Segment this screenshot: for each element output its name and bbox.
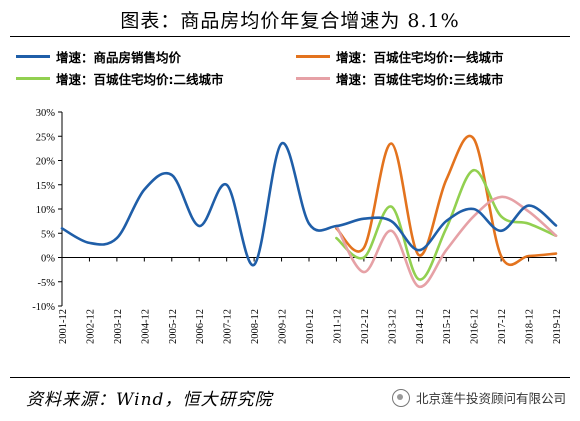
y-tick-label: 25%	[36, 132, 56, 143]
x-tick-label: 2013-12	[387, 309, 398, 344]
chart-title: 图表：商品房均价年复合增速为 8.1%	[120, 10, 460, 32]
axes: 30% 25% 20% 15% 10% 5% 0% -5% -10%2001-12 2002-12…	[32, 108, 563, 344]
x-tick-label: 2006-12	[195, 309, 206, 344]
x-tick-label: 2004-12	[140, 309, 151, 344]
y-tick-label: 5%	[41, 229, 55, 240]
bottom-divider	[10, 377, 570, 378]
x-tick-label: 2002-12	[85, 309, 96, 344]
x-tick-label: 2010-12	[305, 309, 316, 344]
y-tick-label: 20%	[36, 157, 56, 168]
series-line-tier3	[335, 195, 558, 288]
x-tick-label: 2016-12	[470, 309, 481, 344]
series-line-tier1	[335, 134, 558, 267]
watermark-text: 北京莲牛投资顾问有限公司	[415, 391, 566, 406]
legend-swatch-tier1	[296, 55, 330, 58]
x-tick-label: 2011-12	[332, 309, 343, 344]
x-tick-label: 2019-12	[552, 309, 563, 344]
series-line-avg-price	[60, 142, 558, 267]
y-tick-label: 15%	[36, 181, 56, 192]
legend-swatch-tier2	[16, 77, 50, 80]
y-tick-label: 10%	[36, 205, 56, 216]
x-tick-label: 2003-12	[113, 309, 124, 344]
legend-swatch-avg-price	[16, 55, 50, 58]
top-divider	[10, 36, 570, 37]
x-tick-label: 2009-12	[278, 309, 289, 344]
legend-label-tier3: 增速：百城住宅均价:三线城市	[336, 72, 504, 87]
y-tick-label: -5%	[38, 278, 56, 289]
legend-item-avg-price: 增速：商品房销售均价	[16, 47, 181, 66]
x-tick-label: 2014-12	[415, 309, 426, 344]
x-tick-label: 2012-12	[360, 309, 371, 344]
legend-label-avg-price: 增速：商品房销售均价	[56, 50, 182, 65]
y-tick-label: 30%	[36, 108, 56, 119]
watermark: 北京莲牛投资顾问有限公司	[391, 388, 566, 407]
legend-item-tier1: 增速：百城住宅均价:一线城市	[296, 47, 504, 66]
x-tick-label: 2008-12	[250, 309, 261, 344]
x-tick-label: 2017-12	[497, 309, 508, 344]
x-tick-label: 2001-12	[58, 309, 69, 344]
x-tick-label: 2015-12	[442, 309, 453, 344]
legend-item-tier2: 增速：百城住宅均价:二线城市	[16, 69, 224, 88]
legend-item-tier3: 增速：百城住宅均价:三线城市	[296, 69, 504, 88]
series-line-tier2	[335, 168, 558, 281]
wechat-icon	[391, 388, 410, 407]
x-tick-label: 2005-12	[168, 309, 179, 344]
legend-label-tier2: 增速：百城住宅均价:二线城市	[56, 72, 224, 87]
legend: 增速：商品房销售均价 增速：百城住宅均价:一线城市 增速：百城住宅均价:二线城市…	[14, 45, 570, 89]
series-lines	[60, 134, 558, 288]
x-tick-label: 2018-12	[525, 309, 536, 344]
y-tick-label: -10%	[32, 302, 55, 313]
legend-swatch-tier3	[296, 77, 330, 80]
legend-label-tier1: 增速：百城住宅均价:一线城市	[336, 50, 504, 65]
x-tick-label: 2007-12	[223, 309, 234, 344]
y-tick-label: 0%	[41, 254, 55, 265]
source-note: 资料来源：Wind，恒大研究院	[26, 390, 273, 410]
